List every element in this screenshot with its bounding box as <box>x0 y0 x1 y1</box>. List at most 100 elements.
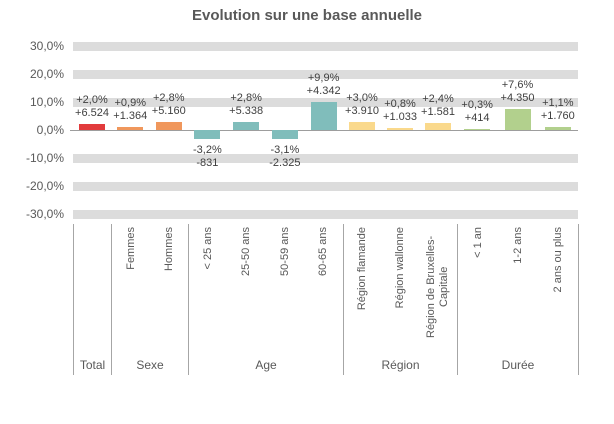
bar-pct-label: +9,9% <box>307 72 340 85</box>
category-slot: < 1 an <box>458 227 498 350</box>
bar-value-label: +2,4% +1.581 <box>406 93 470 119</box>
bar <box>544 126 571 130</box>
group-label: Durée <box>501 358 535 372</box>
bar-value-label: +3,0% +3.910 <box>330 92 394 118</box>
bar <box>310 102 337 130</box>
category-axis-table: Total Femmes Hommes Sexe < 25 ans 25-50 ans 50… <box>73 224 579 375</box>
category-label: Hommes <box>162 227 175 272</box>
group-label: Sexe <box>136 358 164 372</box>
category-label-row: Femmes Hommes <box>112 227 188 350</box>
bar-value-label: +0,9% +1.364 <box>98 97 162 123</box>
bar-value-label: +9,9% +4.342 <box>292 72 356 98</box>
category-label-row <box>74 227 111 350</box>
y-tick-label: 0,0% <box>36 123 64 137</box>
category-label: Femmes <box>124 227 137 270</box>
bar-count-label: +4.350 <box>500 91 535 104</box>
bar-pct-label: +0,3% <box>461 99 493 111</box>
bar-count-label: +1.581 <box>421 106 455 119</box>
bar-pct-label: +1,1% <box>542 96 574 109</box>
category-slot: 25-50 ans <box>228 227 267 350</box>
category-slot: Région wallonne <box>382 227 420 350</box>
category-label-row: < 25 ans 25-50 ans 50-59 ans 60-65 ans <box>189 227 343 350</box>
bar-count-label: +1.760 <box>540 109 575 122</box>
bar <box>233 122 260 130</box>
category-slot: Hommes <box>150 227 188 350</box>
bar <box>79 124 105 130</box>
bar-count-label: +5.160 <box>151 105 186 118</box>
bar-value-label: +0,8% +1.033 <box>368 98 432 124</box>
category-slot <box>74 227 111 350</box>
category-label: Région flamande <box>356 227 369 311</box>
zero-axis-line <box>70 129 578 131</box>
bar-pct-label: +3,0% <box>346 91 378 104</box>
bar-pct-label: +7,6% <box>501 78 534 91</box>
bar-pct-label: -3,2% <box>193 143 222 156</box>
axis-group: Total <box>73 224 111 375</box>
y-axis: 30,0% 20,0% 10,0% 0,0% -10,0% -20,0% -30,0% <box>0 39 64 228</box>
bar-value-label: +7,6% +4.350 <box>486 79 550 105</box>
gridline-band <box>73 97 578 107</box>
bar-count-label: +3.910 <box>345 104 379 117</box>
bar-pct-label: +2,8% <box>230 92 262 105</box>
axis-group: < 25 ans 25-50 ans 50-59 ans 60-65 ans Age <box>188 224 343 375</box>
bar-count-label: +1.364 <box>113 110 148 123</box>
bar-pct-label: +2,4% <box>422 93 454 106</box>
gridline-band <box>73 69 578 79</box>
bar-value-label: +1,1% +1.760 <box>526 97 590 123</box>
category-label: 50-59 ans <box>278 227 291 276</box>
gridline-band <box>73 153 578 163</box>
group-label: Age <box>255 358 277 372</box>
bar <box>155 122 182 130</box>
bar-pct-label: +0,9% <box>114 97 147 110</box>
bar-value-label: -3,1% -2.325 <box>253 144 317 170</box>
bar <box>425 123 451 130</box>
axis-group: < 1 an 1-2 ans 2 ans ou plus Durée <box>457 224 578 375</box>
bar-count-label: +414 <box>464 112 490 124</box>
category-slot: 2 ans ou plus <box>538 227 578 350</box>
bar <box>464 129 491 130</box>
group-label: Région <box>381 358 420 372</box>
bar-pct-label: +2,0% <box>76 94 108 107</box>
bar-value-label: +2,8% +5.160 <box>137 92 201 118</box>
category-label: 60-65 ans <box>317 227 330 276</box>
bar <box>504 108 531 130</box>
category-label: < 1 an <box>471 227 484 258</box>
bar <box>387 127 413 130</box>
bar <box>349 121 375 130</box>
plot-area: +2,0% +6.524 +0,9% +1.364 +2,8% +5.160 -3,2% -8… <box>70 41 578 228</box>
category-label: Région de Bruxelles-Capitale <box>425 235 451 339</box>
y-tick-label: -10,0% <box>25 151 64 165</box>
bar <box>194 130 221 139</box>
category-slot: Région de Bruxelles-Capitale <box>419 227 457 350</box>
bar-count-label: +1.033 <box>383 110 417 123</box>
category-slot: 50-59 ans <box>266 227 305 350</box>
category-label-row: Région flamande Région wallonne Région de … <box>344 227 457 350</box>
category-label: 1-2 ans <box>511 227 524 264</box>
category-slot: 60-65 ans <box>305 227 344 350</box>
y-tick-label: 30,0% <box>29 39 64 53</box>
category-slot: Région flamande <box>344 227 382 350</box>
bar-count-label: +5.338 <box>229 105 264 118</box>
group-label: Total <box>79 358 106 372</box>
axis-group: Femmes Hommes Sexe <box>111 224 188 375</box>
bar-count-label: -2.325 <box>269 156 301 169</box>
bar-count-label: -831 <box>196 156 219 169</box>
bar-value-label: -3,2% -831 <box>175 144 239 170</box>
chart-title: Evolution sur une base annuelle <box>191 7 423 24</box>
bar-value-label: +2,8% +5.338 <box>214 92 278 118</box>
category-label: 25-50 ans <box>240 227 253 276</box>
gridline-band <box>73 181 578 191</box>
bar-value-label: +0,3% +414 <box>445 99 509 125</box>
category-slot: < 25 ans <box>189 227 228 350</box>
category-label: Région wallonne <box>394 227 406 309</box>
y-tick-label: 10,0% <box>29 95 64 109</box>
bar-count-label: +6.524 <box>75 107 109 120</box>
category-label: 2 ans ou plus <box>551 227 564 293</box>
y-tick-label: 20,0% <box>29 67 64 81</box>
bar-count-label: +4.342 <box>306 85 341 98</box>
bar-pct-label: -3,1% <box>270 143 300 156</box>
bar-value-label: +2,0% +6.524 <box>60 94 124 120</box>
bar <box>117 127 144 130</box>
bar-pct-label: +0,8% <box>384 97 416 110</box>
category-label: < 25 ans <box>201 227 214 270</box>
